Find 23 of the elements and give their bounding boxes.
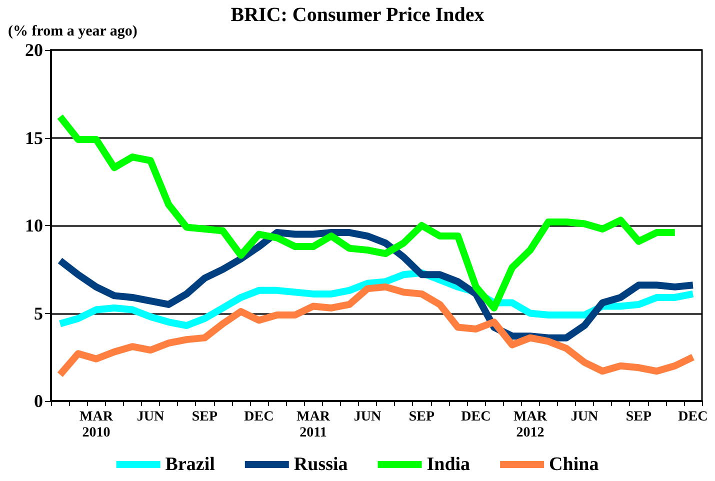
x-tick-label: MAR 2012 (513, 410, 548, 440)
x-tick-label: DEC (461, 410, 491, 424)
x-tick-label: JUN (354, 410, 382, 424)
x-tick-label: SEP (408, 410, 435, 424)
x-tick-label: JUN (570, 410, 598, 424)
x-tick-label: DEC (678, 410, 708, 424)
legend-label: Russia (294, 454, 348, 475)
legend-label: India (426, 454, 471, 475)
x-tick-label: MAR 2010 (79, 410, 114, 440)
legend-label: China (549, 454, 600, 475)
chart-title: BRIC: Consumer Price Index (230, 4, 484, 26)
y-tick-label: 10 (25, 216, 43, 236)
y-tick-label: 0 (34, 391, 43, 411)
y-tick-label: 15 (25, 128, 43, 148)
x-tick-label: MAR 2011 (296, 410, 331, 440)
legend-label: Brazil (165, 454, 215, 475)
x-tick-label: JUN (136, 410, 164, 424)
x-tick-label: SEP (192, 410, 218, 424)
x-tick-label: DEC (244, 410, 274, 424)
y-tick-label: 5 (34, 303, 43, 324)
x-tick-label: SEP (626, 410, 652, 424)
y-axis-title: (% from a year ago) (8, 24, 138, 40)
y-tick-label: 20 (25, 40, 43, 60)
